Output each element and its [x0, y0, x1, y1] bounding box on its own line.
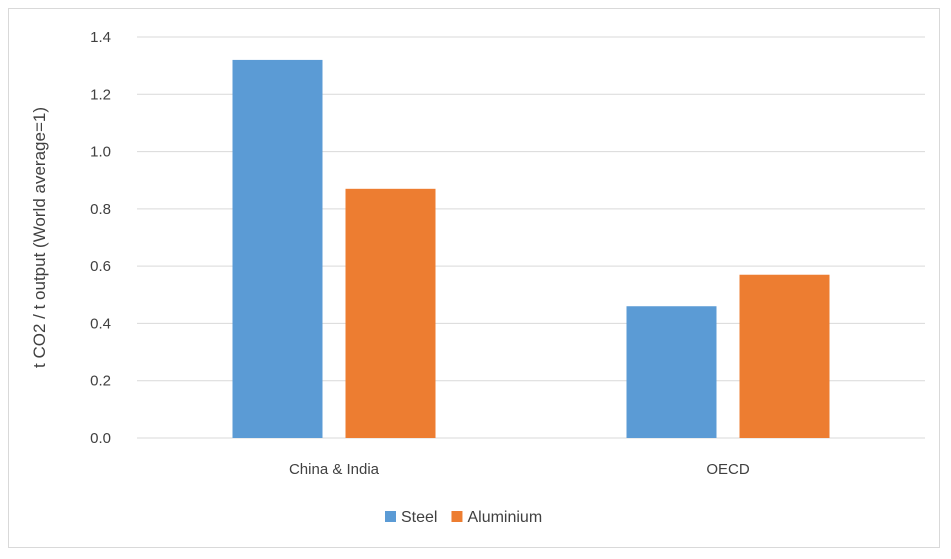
legend-label-aluminium: Aluminium	[467, 509, 542, 526]
bar-steel-2	[626, 306, 717, 438]
y-tick-label: 0.6	[90, 258, 111, 275]
x-category-label: China & India	[289, 461, 380, 478]
bar-steel-1	[232, 59, 323, 439]
y-tick-labels: 0.0 0.2 0.4 0.6 0.8 1.0 1.2 1.4	[90, 29, 111, 447]
y-tick-label: 0.8	[90, 201, 111, 218]
legend-swatch-steel	[385, 511, 396, 522]
bar-aluminium-1	[345, 188, 436, 438]
x-category-labels: China & India OECD	[289, 461, 750, 478]
y-tick-label: 1.4	[90, 29, 111, 46]
legend: Steel Aluminium	[385, 509, 542, 526]
bar-aluminium-2	[739, 274, 830, 438]
legend-swatch-aluminium	[451, 511, 463, 522]
bars	[232, 59, 830, 439]
legend-label-steel: Steel	[401, 509, 437, 526]
y-tick-label: 0.4	[90, 315, 111, 332]
y-tick-label: 1.2	[90, 86, 111, 103]
y-tick-label: 0.0	[90, 430, 111, 447]
y-tick-label: 1.0	[90, 144, 111, 161]
y-axis-title: t CO2 / t output (World average=1)	[30, 107, 49, 368]
y-tick-label: 0.2	[90, 373, 111, 390]
x-category-label: OECD	[706, 461, 750, 478]
